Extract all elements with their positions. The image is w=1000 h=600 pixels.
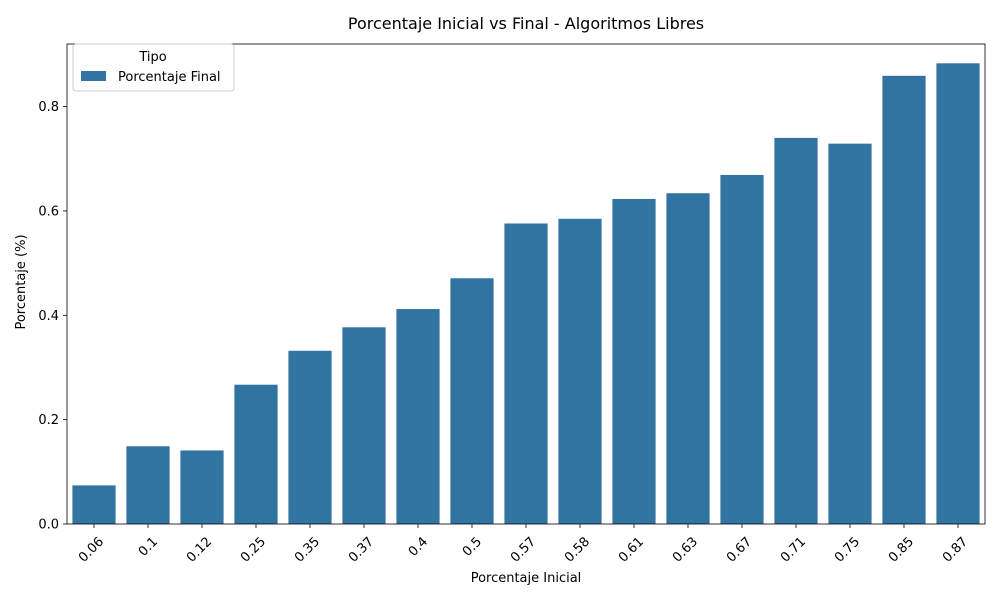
bar-0.4: [396, 309, 440, 524]
bar-0.87: [936, 63, 980, 525]
y-tick-label: 0.8: [38, 100, 59, 115]
bar-0.71: [774, 137, 818, 524]
bars-layer: [72, 63, 980, 525]
bar-0.67: [720, 174, 764, 524]
bar-0.58: [558, 218, 602, 524]
bar-0.63: [666, 193, 710, 524]
x-tick-label: 0.75: [832, 534, 863, 565]
x-tick-label: 0.4: [406, 534, 431, 559]
x-tick-label: 0.1: [136, 534, 161, 559]
x-tick-label: 0.61: [616, 534, 647, 565]
bar-0.37: [342, 327, 386, 524]
chart-title: Porcentaje Inicial vs Final - Algoritmos…: [348, 14, 704, 33]
bar-0.06: [72, 485, 116, 524]
bar-0.25: [234, 384, 278, 524]
x-tick-label: 0.71: [778, 534, 809, 565]
x-tick-label: 0.67: [724, 534, 755, 565]
x-tick-label: 0.25: [238, 534, 269, 565]
y-tick-label: 0.0: [38, 518, 59, 533]
bar-0.85: [882, 75, 926, 524]
x-tick-label: 0.12: [184, 534, 215, 565]
y-tick-label: 0.6: [38, 204, 59, 219]
bar-0.1: [126, 446, 170, 524]
legend-frame: [72, 43, 235, 92]
bar-0.5: [450, 278, 494, 524]
x-tick-label: 0.85: [886, 534, 917, 565]
bar-0.75: [828, 143, 872, 524]
legend: Tipo Porcentaje Final: [72, 43, 235, 92]
x-tick-label: 0.06: [76, 534, 107, 565]
x-axis-label: Porcentaje Inicial: [471, 571, 582, 586]
x-axis: 0.06 0.1 0.12 0.25 0.35 0.37 0.4 0.5 0.57 0.58 0.6…: [76, 524, 971, 566]
bar-0.57: [504, 223, 548, 525]
bar-0.35: [288, 350, 332, 524]
plot-frame: [66, 43, 986, 525]
legend-title: Tipo: [138, 50, 166, 65]
y-axis-label: Porcentaje (%): [14, 234, 29, 329]
x-tick-label: 0.37: [346, 534, 377, 565]
x-tick-label: 0.63: [670, 534, 701, 565]
x-tick-label: 0.87: [940, 534, 971, 565]
x-tick-label: 0.57: [508, 534, 539, 565]
x-tick-label: 0.58: [562, 534, 593, 565]
y-tick-label: 0.4: [38, 309, 59, 324]
x-tick-label: 0.35: [292, 534, 323, 565]
y-axis: 0.0 0.2 0.4 0.6 0.8: [38, 100, 67, 533]
bar-0.61: [612, 198, 656, 524]
bar-0.12: [180, 450, 224, 524]
x-tick-label: 0.5: [460, 534, 485, 559]
y-tick-label: 0.2: [38, 413, 59, 428]
legend-swatch: [81, 71, 106, 81]
legend-entry-label: Porcentaje Final: [118, 70, 221, 85]
